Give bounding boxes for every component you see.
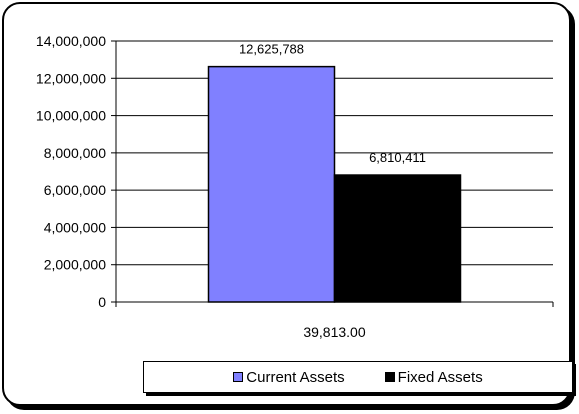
y-tick-label: 8,000,000 [44,145,106,161]
bars [207,65,462,303]
y-tick-label: 4,000,000 [44,219,106,235]
data-label: 12,625,788 [239,42,304,57]
legend-item-current-assets: Current Assets [233,368,345,386]
legend-swatch-current-assets [233,372,244,382]
y-tick-label: 0 [98,294,106,310]
legend-swatch-fixed-assets [384,372,395,382]
x-category-label: 39,813.00 [303,324,365,340]
legend: Current Assets Fixed Assets [143,361,573,393]
y-axis: 0 2,000,000 4,000,000 6,000,000 8,000,000 10,… [36,33,554,310]
y-tick-label: 10,000,000 [36,108,106,124]
bar-current-assets [207,65,336,303]
y-tick-label: 2,000,000 [44,257,106,273]
legend-label-current-assets: Current Assets [246,368,345,386]
legend-label-fixed-assets: Fixed Assets [397,368,483,386]
bar-fixed-assets [333,174,462,303]
data-labels: 12,625,788 6,810,411 [239,42,426,165]
legend-item-fixed-assets: Fixed Assets [384,368,483,386]
data-label: 6,810,411 [369,150,426,165]
y-tick-label: 6,000,000 [44,182,106,198]
y-tick-label: 14,000,000 [36,33,106,49]
y-tick-label: 12,000,000 [36,70,106,86]
